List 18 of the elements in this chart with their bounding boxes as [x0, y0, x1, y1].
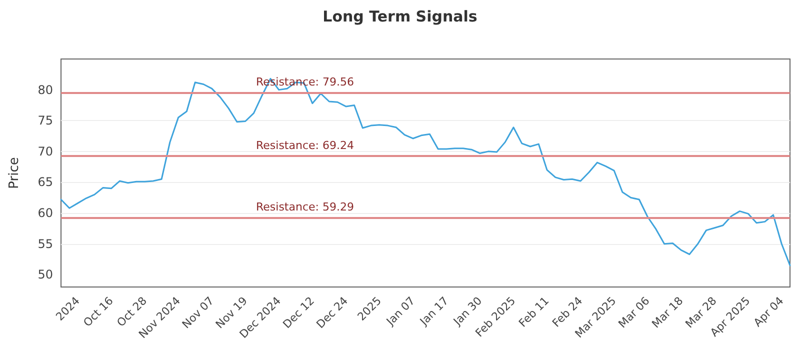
chart-title: Long Term Signals: [322, 8, 478, 26]
x-tick-label: Nov 07: [180, 294, 216, 332]
y-tick-label: 55: [38, 236, 53, 251]
x-tick-label: Feb 11: [516, 294, 552, 330]
x-tick-label: Jan 07: [383, 294, 418, 329]
y-tick-label: 75: [38, 114, 53, 128]
y-tick-label: 50: [38, 268, 53, 282]
ref-line-label: Resistance: 69.24: [256, 139, 354, 152]
y-tick-label: 70: [38, 144, 53, 158]
y-axis-title: Price: [7, 157, 22, 189]
x-tick-label: Jan 17: [416, 294, 452, 329]
ref-line-label: Resistance: 59.29: [256, 200, 354, 214]
y-tick-label: 65: [38, 175, 53, 190]
x-tick-label: Oct 16: [80, 294, 116, 330]
line-series: [60, 78, 791, 266]
y-tick-label: 60: [38, 206, 53, 220]
y-tick-label: 80: [38, 82, 53, 97]
x-tick-label: Apr 04: [751, 294, 786, 330]
